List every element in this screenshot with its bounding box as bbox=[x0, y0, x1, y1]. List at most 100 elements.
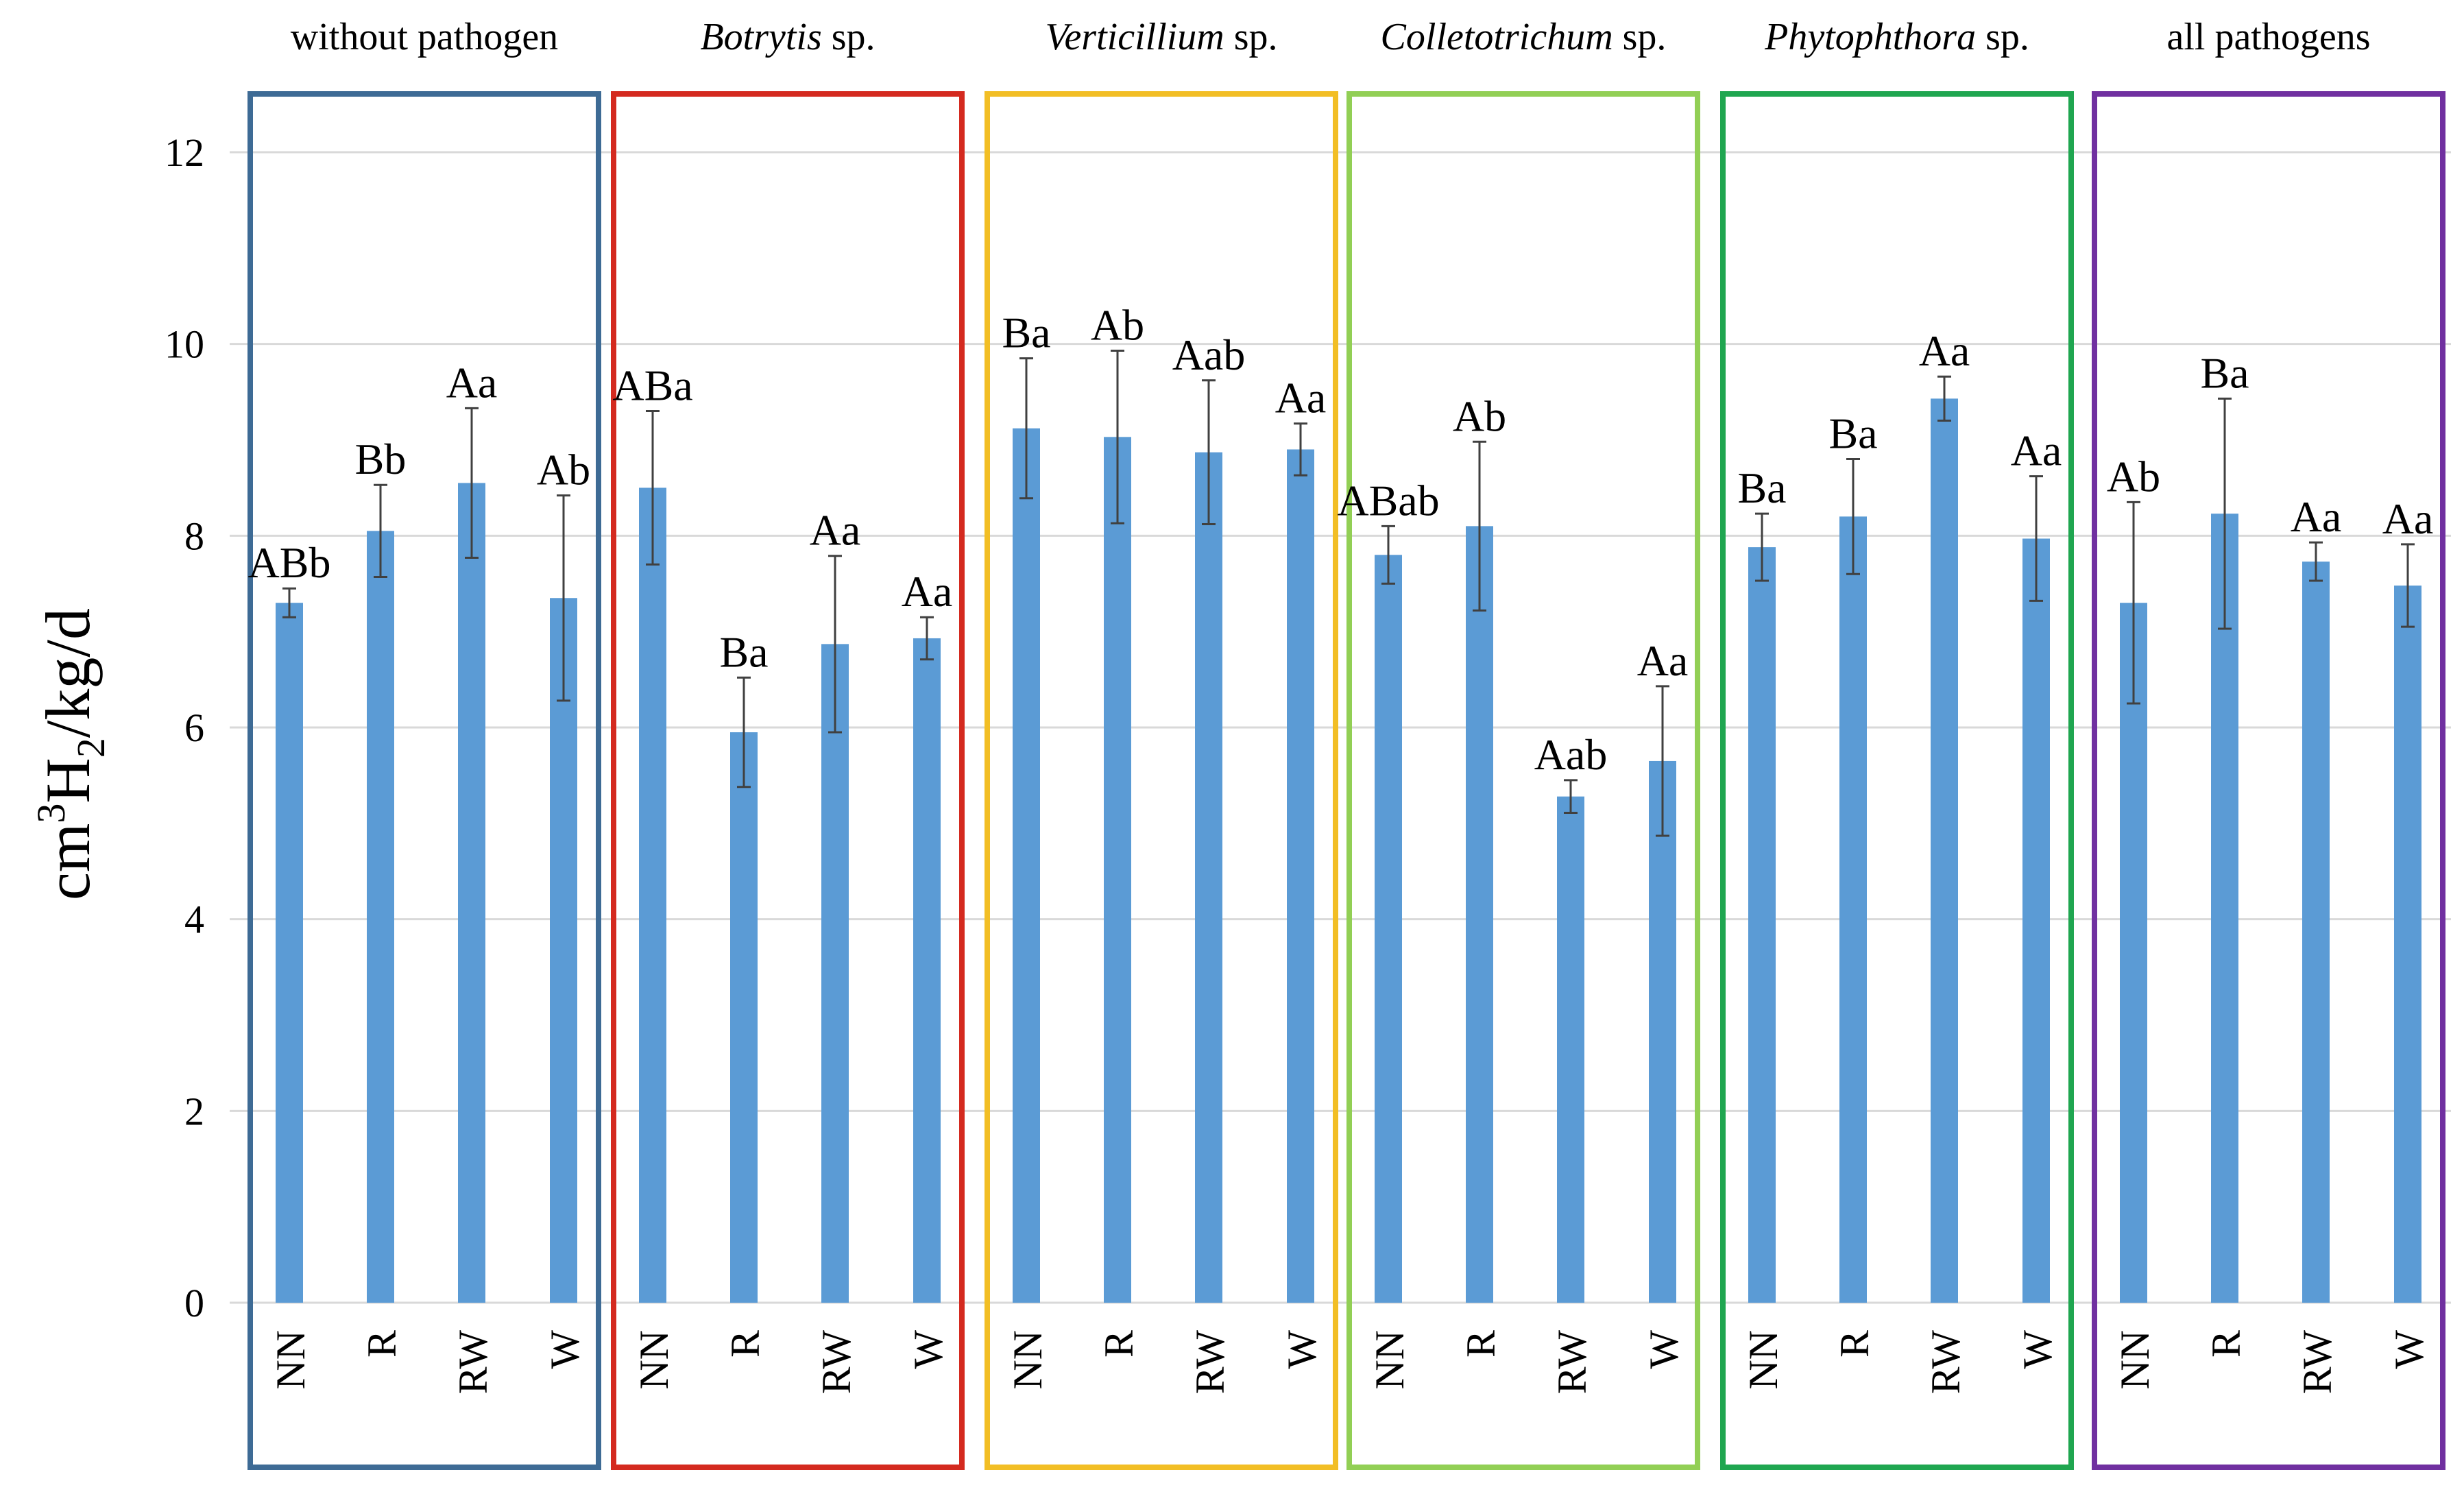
significance-label: Aa bbox=[2011, 426, 2062, 475]
category-label: W bbox=[542, 1330, 588, 1369]
group-title-italic: Verticillium bbox=[1045, 16, 1224, 58]
group-border bbox=[611, 91, 965, 1470]
bar bbox=[2302, 562, 2330, 1303]
category-label: W bbox=[2015, 1330, 2060, 1369]
category-label: RW bbox=[1187, 1330, 1233, 1395]
category-label: R bbox=[1096, 1330, 1142, 1358]
group-border bbox=[985, 91, 1338, 1470]
category-label: R bbox=[2203, 1330, 2249, 1358]
group-border bbox=[1720, 91, 2074, 1470]
group-title-plain: sp. bbox=[1613, 16, 1667, 58]
group-title-italic: Colletotrichum bbox=[1381, 16, 1613, 58]
group-title-italic: Phytophthora bbox=[1764, 16, 1976, 58]
group-title: Phytophthora sp. bbox=[1764, 16, 2029, 58]
bar bbox=[276, 603, 303, 1303]
group-border bbox=[247, 91, 601, 1470]
significance-label: Aa bbox=[1275, 374, 1327, 422]
significance-label: ABb bbox=[248, 538, 331, 587]
bar bbox=[1104, 437, 1131, 1303]
pathogen-group: Phytophthora sp. Ba NN Ba R Aa RW Aa W bbox=[1720, 16, 2074, 1470]
y-tick-label: 4 bbox=[184, 897, 204, 942]
significance-label: Aab bbox=[1172, 330, 1246, 379]
significance-label: Ab bbox=[1453, 391, 1506, 440]
group-title: Verticillium sp. bbox=[1045, 16, 1277, 58]
bar bbox=[1748, 547, 1776, 1303]
group-border bbox=[2092, 91, 2445, 1470]
significance-label: Ab bbox=[1091, 300, 1144, 349]
significance-label: Aa bbox=[2291, 492, 2342, 541]
bar bbox=[2022, 538, 2050, 1303]
bar bbox=[913, 638, 941, 1303]
category-label: W bbox=[906, 1330, 951, 1369]
y-tick-label: 8 bbox=[184, 514, 204, 558]
bar bbox=[1013, 428, 1040, 1303]
category-label: NN bbox=[268, 1330, 313, 1390]
significance-label: Aa bbox=[1919, 326, 1970, 375]
category-label: NN bbox=[1741, 1330, 1786, 1390]
category-label: NN bbox=[2112, 1330, 2158, 1390]
y-tick-label: 6 bbox=[184, 706, 204, 750]
bar bbox=[367, 531, 394, 1303]
significance-label: ABa bbox=[612, 361, 692, 410]
pathogen-group: Verticillium sp. Ba NN Ab R Aab RW Aa W bbox=[985, 16, 1338, 1470]
y-tick-label: 0 bbox=[184, 1281, 204, 1325]
y-tick-label: 2 bbox=[184, 1089, 204, 1133]
group-title: without pathogen bbox=[291, 16, 558, 58]
bar bbox=[1195, 452, 1222, 1303]
bar bbox=[458, 483, 485, 1303]
group-title: all pathogens bbox=[2166, 16, 2370, 58]
bar bbox=[1839, 516, 1867, 1303]
significance-label: Bb bbox=[355, 435, 407, 483]
group-border bbox=[1346, 91, 1700, 1470]
category-label: RW bbox=[2295, 1330, 2340, 1395]
significance-label: Ab bbox=[537, 446, 590, 494]
group-title: Colletotrichum sp. bbox=[1381, 16, 1667, 58]
group-title: Botrytis sp. bbox=[700, 16, 875, 58]
y-tick-label: 10 bbox=[165, 322, 204, 367]
significance-label: Aa bbox=[2382, 494, 2434, 543]
significance-label: Aa bbox=[1637, 636, 1689, 685]
significance-label: Aa bbox=[902, 567, 953, 616]
y-tick-label: 12 bbox=[165, 130, 204, 175]
group-title-plain: all pathogens bbox=[2166, 16, 2370, 58]
pathogen-group: Colletotrichum sp. ABab NN Ab R Aab RW Aa W bbox=[1337, 16, 1700, 1470]
group-title-plain: sp. bbox=[1976, 16, 2029, 58]
significance-label: Aa bbox=[810, 506, 861, 555]
bar bbox=[730, 732, 758, 1303]
bar bbox=[821, 644, 849, 1303]
bar bbox=[1649, 760, 1676, 1303]
category-label: RW bbox=[1549, 1330, 1595, 1395]
category-label: W bbox=[2387, 1330, 2432, 1369]
pathogen-groups: without pathogenABbNNBbRAaRWAbWBotrytis … bbox=[247, 16, 2445, 1470]
category-label: R bbox=[723, 1330, 768, 1358]
group-title-plain: sp. bbox=[822, 16, 875, 58]
bar bbox=[1287, 449, 1314, 1303]
category-label: NN bbox=[1005, 1330, 1050, 1390]
significance-label: Ba bbox=[719, 627, 768, 676]
significance-label: Aab bbox=[1534, 730, 1608, 779]
y-axis-ticks: 0 2 4 6 8 10 12 bbox=[165, 130, 204, 1325]
significance-label: Ba bbox=[1737, 463, 1786, 512]
group-title-plain: without pathogen bbox=[291, 16, 558, 58]
pathogen-group: without pathogen ABb NN Bb R Aa RW Ab W bbox=[247, 16, 601, 1470]
bar bbox=[2394, 586, 2421, 1303]
bar bbox=[1931, 398, 1958, 1303]
significance-label: Aa bbox=[446, 358, 498, 407]
bar bbox=[2120, 603, 2147, 1303]
category-label: RW bbox=[1923, 1330, 1968, 1395]
bar bbox=[550, 598, 577, 1303]
group-title-italic: Botrytis bbox=[700, 16, 821, 58]
category-label: NN bbox=[631, 1330, 677, 1390]
significance-label: ABab bbox=[1337, 476, 1439, 525]
category-label: NN bbox=[1367, 1330, 1412, 1390]
bar bbox=[1375, 555, 1402, 1303]
pathogen-group: Botrytis sp. ABa NN Ba R Aa RW Aa W bbox=[611, 16, 965, 1470]
y-axis-label: cm3H2/kg/d bbox=[29, 608, 113, 900]
significance-label: Ba bbox=[1002, 309, 1050, 357]
group-title-plain: sp. bbox=[1224, 16, 1278, 58]
bar bbox=[2211, 514, 2238, 1303]
category-label: R bbox=[359, 1330, 404, 1358]
category-label: R bbox=[1832, 1330, 1877, 1358]
